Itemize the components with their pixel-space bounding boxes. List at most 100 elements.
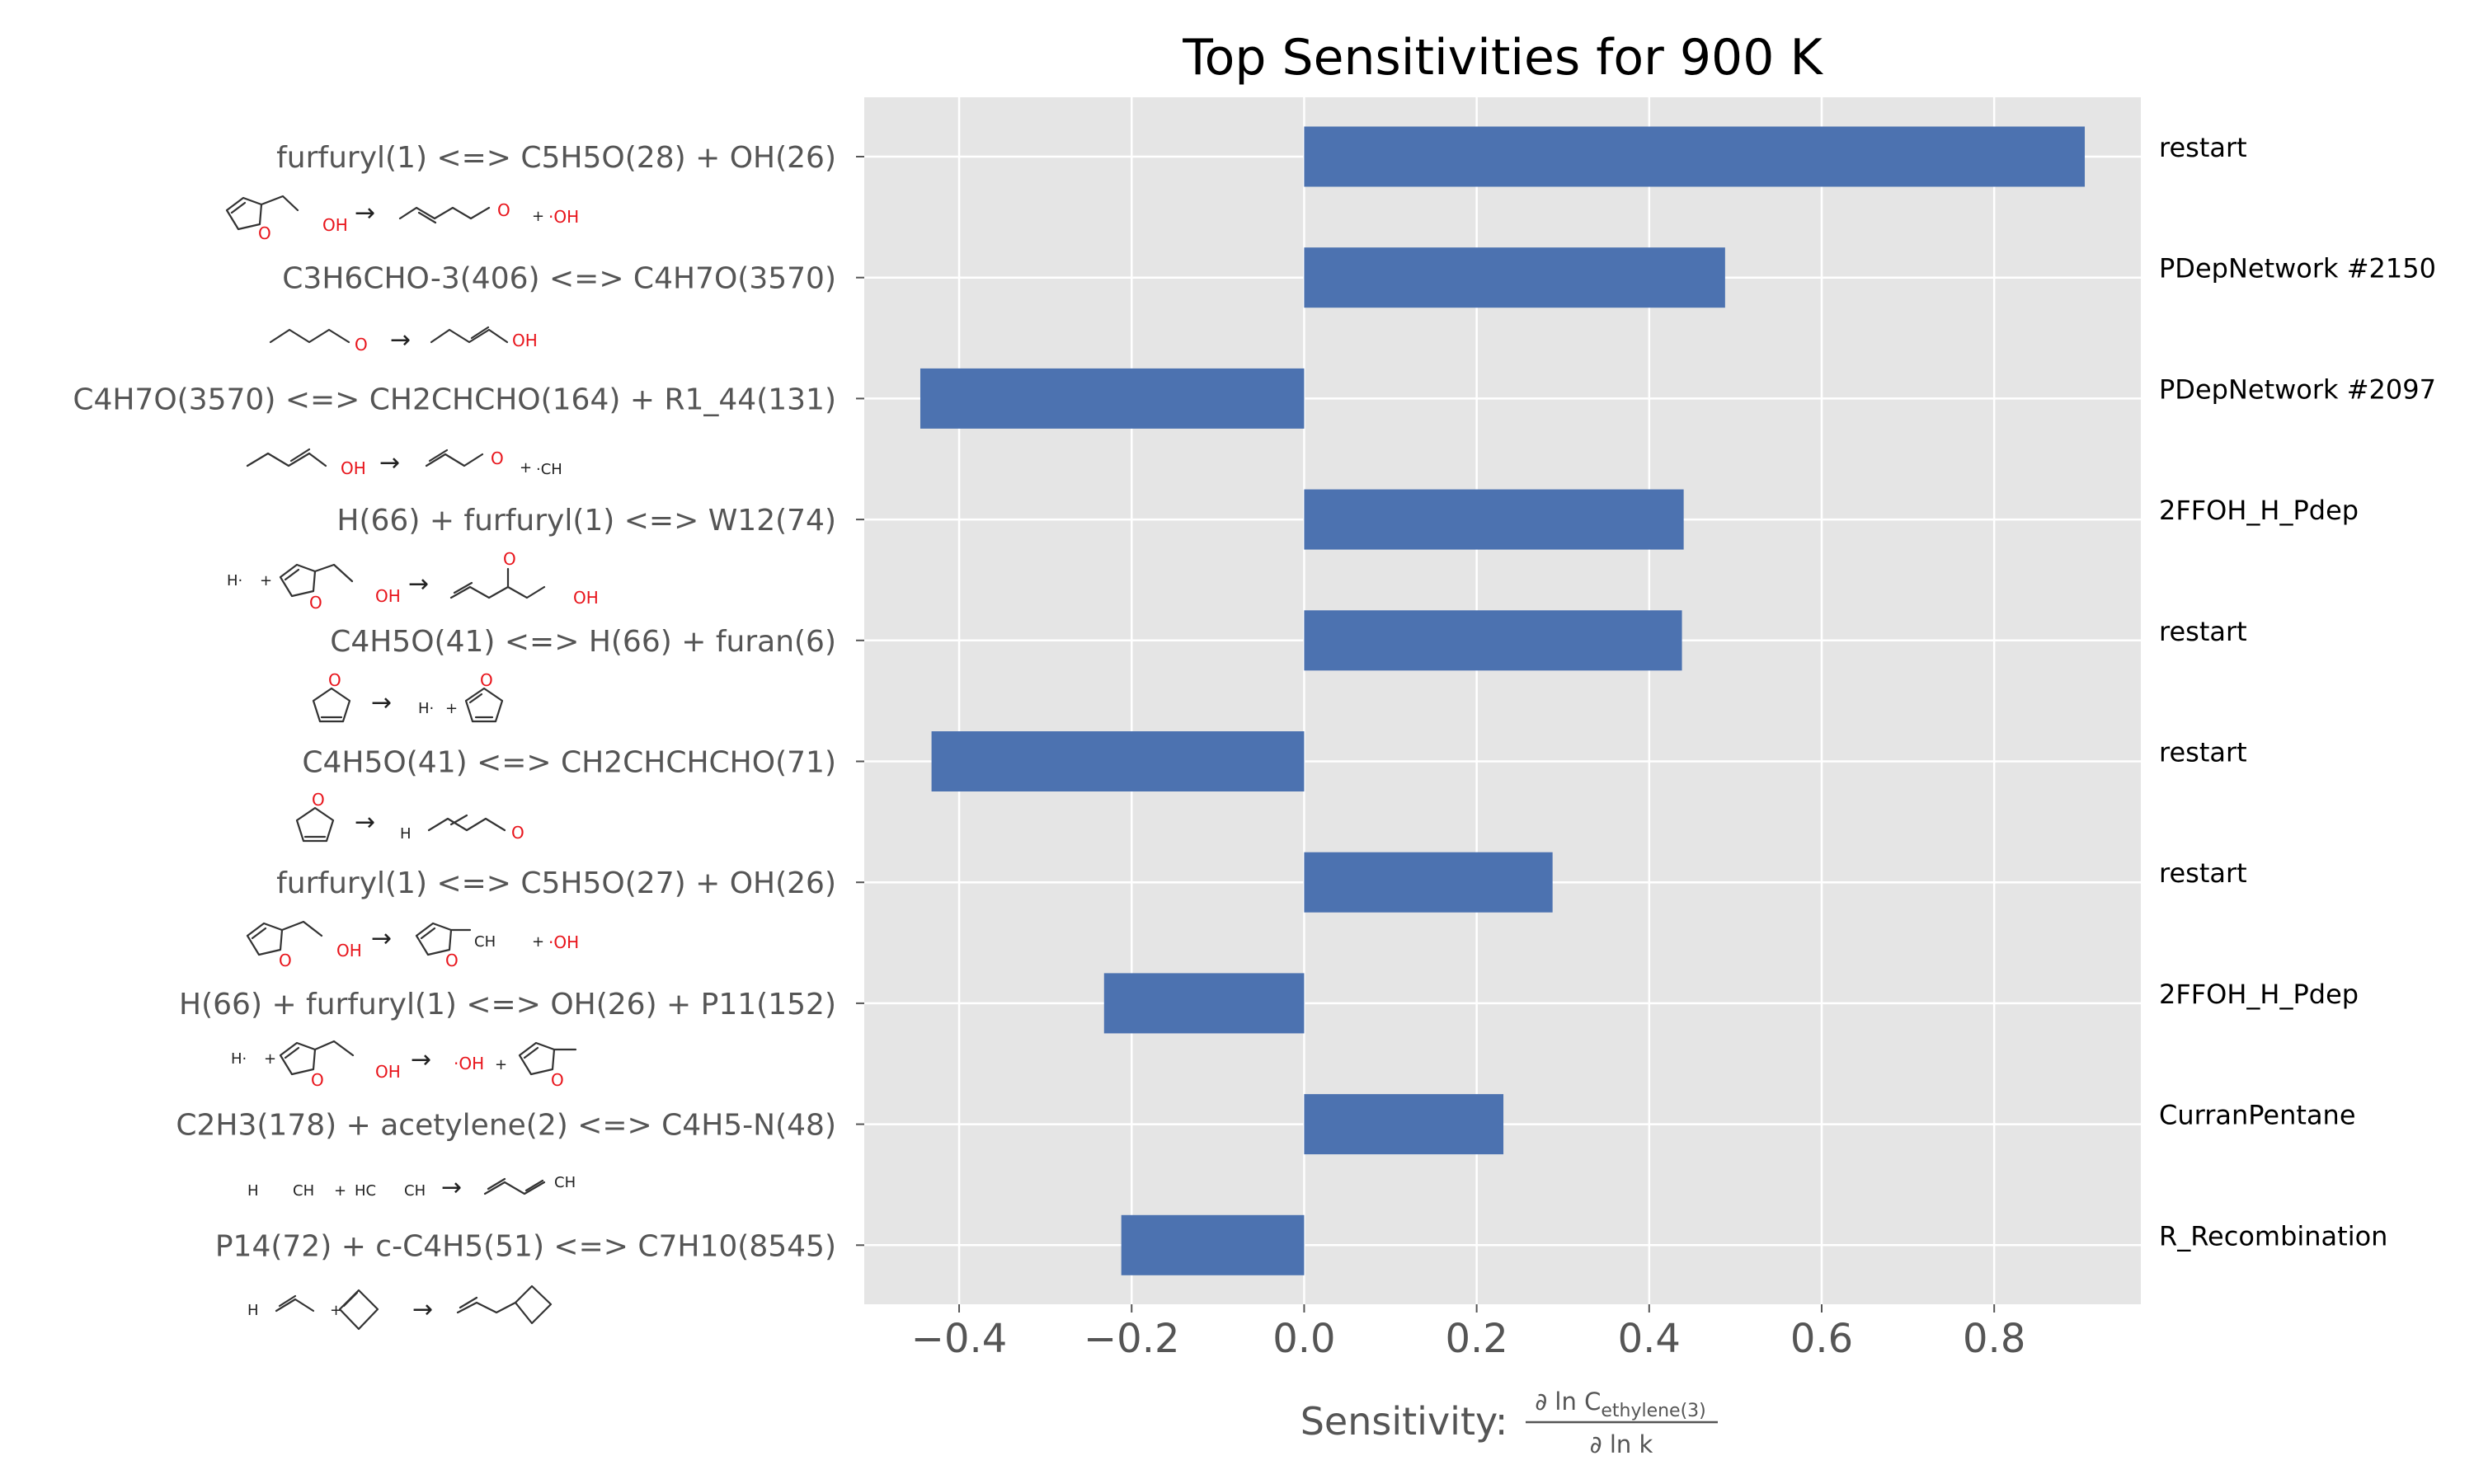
svg-text:O: O — [312, 790, 325, 810]
svg-text:+: + — [495, 1056, 507, 1073]
bar — [1304, 489, 1684, 550]
svg-text:OH: OH — [322, 215, 348, 235]
reaction-family-label: R_Recombination — [2159, 1220, 2387, 1252]
svg-text:→: → — [408, 570, 429, 599]
svg-text:OH: OH — [375, 1062, 401, 1082]
structure-1: O OH → O + ·OH — [225, 195, 579, 243]
svg-text:O: O — [503, 549, 516, 569]
svg-text:→: → — [379, 448, 400, 477]
bar — [1103, 973, 1305, 1034]
svg-text:O: O — [497, 200, 510, 220]
svg-text:→: → — [441, 1173, 462, 1202]
svg-text:OH: OH — [512, 331, 538, 350]
reaction-family-label: restart — [2159, 857, 2247, 889]
svg-text:+: + — [532, 208, 544, 225]
y-axis-labels: furfuryl(1) <=> C5H5O(28) + OH(26) C3H6CH… — [73, 141, 836, 1263]
x-axis-label-numerator: ∂ ln Cethylene(3) — [1535, 1388, 1706, 1421]
structure-6: O → H O — [295, 790, 524, 843]
svg-text:+: + — [264, 1050, 276, 1068]
reaction-family-label: PDepNetwork #2097 — [2159, 373, 2436, 405]
svg-text:O: O — [355, 335, 368, 355]
reaction-family-label: PDepNetwork #2150 — [2159, 253, 2436, 284]
svg-text:O: O — [309, 593, 322, 613]
svg-text:H: H — [247, 1182, 259, 1200]
reaction-family-label: restart — [2159, 616, 2247, 647]
bar — [1304, 126, 2086, 187]
reaction-structures: O OH → O + ·OH O → OH OH → O + ·CH H — [225, 195, 599, 1331]
svg-text:·CH: ·CH — [536, 461, 562, 478]
svg-text:OH: OH — [573, 588, 599, 608]
x-tick-label: 0.6 — [1790, 1316, 1853, 1362]
structure-8: H· + O OH → ·OH + O — [231, 1040, 577, 1090]
svg-text:H·: H· — [418, 700, 434, 717]
svg-text:→: → — [355, 808, 375, 837]
y-axis-ticks — [856, 156, 864, 1247]
svg-text:→: → — [412, 1295, 433, 1324]
svg-text:O: O — [445, 951, 459, 970]
x-tick-label: −0.2 — [1084, 1316, 1180, 1362]
bar — [1304, 610, 1682, 671]
reaction-family-label: 2FFOH_H_Pdep — [2159, 495, 2359, 526]
y-tick-label: P14(72) + c-C4H5(51) <=> C7H10(8545) — [215, 1229, 836, 1263]
svg-text:+: + — [334, 1182, 346, 1200]
reaction-family-label: 2FFOH_H_Pdep — [2159, 979, 2359, 1010]
svg-text:→: → — [390, 326, 411, 355]
x-tick-label: −0.4 — [911, 1316, 1008, 1362]
bars — [920, 126, 2086, 1275]
y-tick-label: C4H5O(41) <=> H(66) + furan(6) — [330, 625, 836, 659]
svg-text:O: O — [480, 670, 493, 690]
svg-text:HC: HC — [355, 1182, 376, 1200]
svg-text:O: O — [511, 823, 524, 843]
x-tick-label: 0.8 — [1963, 1316, 2025, 1362]
x-tick-label: 0.2 — [1445, 1316, 1507, 1362]
y-tick-label: furfuryl(1) <=> C5H5O(28) + OH(26) — [276, 141, 836, 175]
x-axis-label-denominator: ∂ ln k — [1590, 1430, 1653, 1458]
svg-text:CH: CH — [404, 1182, 426, 1200]
bar — [1304, 852, 1553, 913]
svg-text:OH: OH — [341, 458, 366, 478]
bar — [920, 368, 1305, 429]
svg-text:O: O — [279, 951, 292, 970]
structure-3: OH → O + ·CH — [246, 448, 562, 478]
reaction-family-label: restart — [2159, 737, 2247, 768]
svg-text:→: → — [411, 1045, 431, 1074]
bar — [1121, 1214, 1305, 1275]
structure-7: O OH → O CH + ·OH — [246, 920, 579, 970]
structure-5: O → H· + O — [312, 670, 504, 723]
svg-text:→: → — [355, 199, 375, 228]
x-axis-label-prefix: Sensitivity: — [1300, 1399, 1520, 1444]
y-tick-label: H(66) + furfuryl(1) <=> OH(26) + P11(152… — [179, 988, 836, 1021]
svg-text:H·: H· — [231, 1050, 247, 1068]
svg-text:+: + — [330, 1302, 342, 1319]
chart-title: Top Sensitivities for 900 K — [1182, 29, 1823, 87]
svg-text:OH: OH — [336, 941, 362, 960]
y-tick-label: C4H7O(3570) <=> CH2CHCHO(164) + R1_44(13… — [73, 383, 836, 416]
svg-text:→: → — [371, 924, 392, 953]
svg-text:·OH: ·OH — [548, 932, 579, 952]
svg-text:O: O — [311, 1070, 324, 1090]
svg-text:OH: OH — [375, 586, 401, 606]
bar — [1304, 1094, 1504, 1155]
svg-text:O: O — [491, 448, 504, 468]
y-tick-label: H(66) + furfuryl(1) <=> W12(74) — [336, 504, 836, 538]
bar — [931, 731, 1305, 791]
reaction-family-label: CurranPentane — [2159, 1100, 2356, 1131]
bar — [1304, 247, 1725, 308]
svg-text:+: + — [532, 933, 544, 951]
svg-text:O: O — [551, 1070, 564, 1090]
svg-text:H: H — [247, 1302, 259, 1319]
structure-9: H CH + HC CH → CH — [247, 1173, 576, 1202]
reaction-family-labels: restart PDepNetwork #2150 PDepNetwork #209… — [2159, 132, 2436, 1252]
svg-text:·OH: ·OH — [548, 207, 579, 227]
svg-text:+: + — [445, 700, 458, 717]
x-axis-ticks: −0.4 −0.2 0.0 0.2 0.4 0.6 0.8 — [911, 1304, 2025, 1362]
svg-text:H·: H· — [227, 572, 242, 589]
svg-text:+: + — [260, 572, 272, 589]
structure-4: H· + O OH → O OH — [227, 549, 599, 613]
y-tick-label: C4H5O(41) <=> CH2CHCHCHO(71) — [302, 746, 836, 780]
svg-text:→: → — [371, 688, 392, 717]
structure-2: O → OH — [269, 326, 538, 355]
structure-10: H + → — [247, 1284, 553, 1331]
reaction-family-label: restart — [2159, 132, 2247, 163]
